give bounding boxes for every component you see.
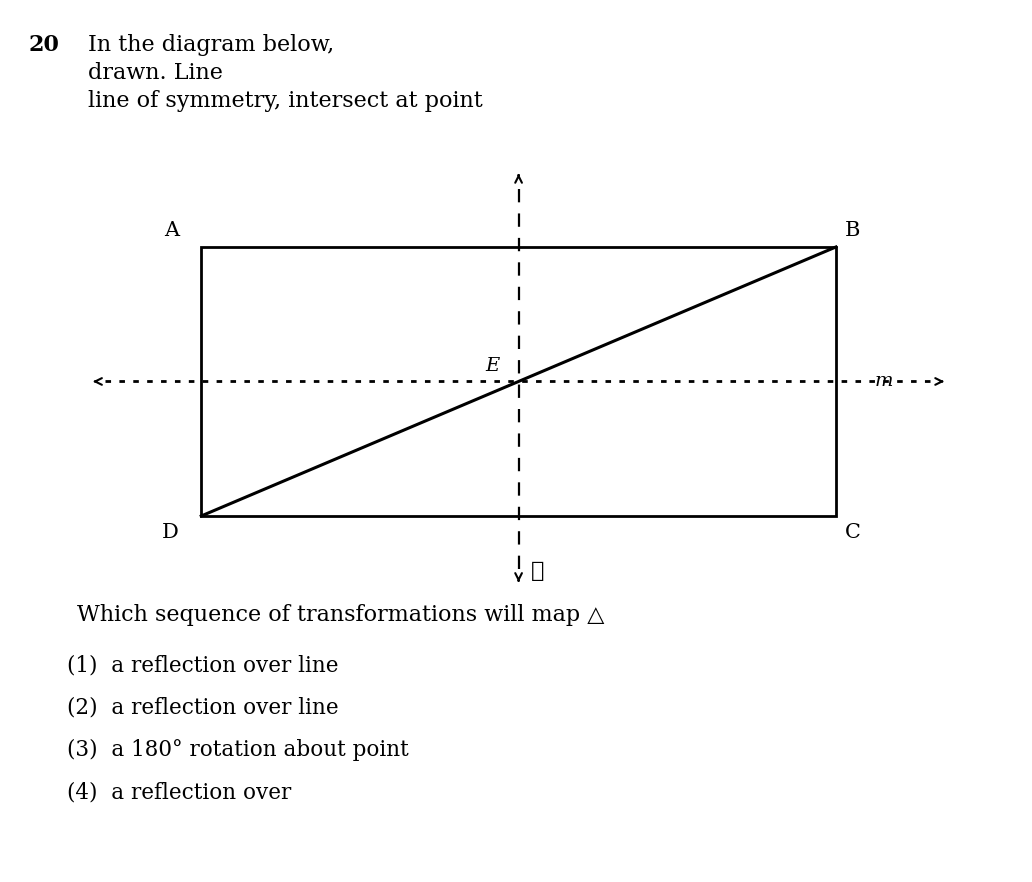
Text: line of symmetry, intersect at point: line of symmetry, intersect at point xyxy=(88,90,489,112)
Text: (3)  a 180° rotation about point: (3) a 180° rotation about point xyxy=(67,739,416,761)
Text: m: m xyxy=(874,372,893,391)
Text: In the diagram below,: In the diagram below, xyxy=(88,34,342,56)
Text: (1)  a reflection over line: (1) a reflection over line xyxy=(67,654,346,676)
Text: Which sequence of transformations will map △: Which sequence of transformations will m… xyxy=(77,604,605,626)
Text: (4)  a reflection over: (4) a reflection over xyxy=(67,781,298,804)
Text: D: D xyxy=(162,523,179,542)
Text: A: A xyxy=(164,220,179,240)
Text: C: C xyxy=(845,523,861,542)
Text: drawn. Line: drawn. Line xyxy=(88,62,230,84)
Text: 20: 20 xyxy=(29,34,60,56)
Text: (2)  a reflection over line: (2) a reflection over line xyxy=(67,697,346,719)
Text: E: E xyxy=(486,357,499,376)
Text: B: B xyxy=(845,220,861,240)
Text: ℓ: ℓ xyxy=(530,560,544,582)
